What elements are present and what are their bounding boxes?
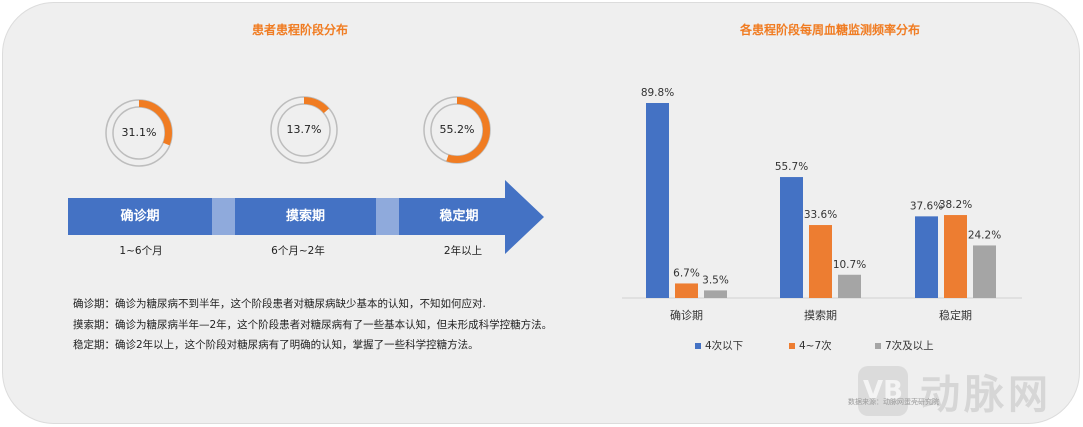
stage-connector (376, 198, 399, 235)
data-label-7plus-1: 10.7% (833, 259, 866, 271)
legend-item-7plus: 7次及以上 (875, 338, 934, 353)
data-label-under4-0: 89.8% (641, 87, 674, 99)
bar-under4-0 (646, 103, 669, 298)
donut-stable: 55.2% (421, 94, 493, 166)
stage-block-confirm (68, 198, 212, 235)
chart-title: 各患程阶段每周血糖监测频率分布 (739, 23, 920, 37)
donut-chart-explore (270, 96, 338, 164)
data-label-under4-2: 37.6% (910, 200, 943, 212)
donut-confirm: 31.1% (103, 97, 175, 169)
donut-explore: 13.7% (268, 94, 340, 166)
watermark-logo: VB (858, 366, 908, 416)
left-title: 患者患程阶段分布 (251, 23, 348, 37)
bar-7plus-0 (704, 290, 727, 298)
legend-item-under4: 4次以下 (695, 338, 743, 353)
stage-label-stable: 稳定期 (439, 209, 479, 224)
bar-under4-2 (915, 216, 938, 298)
legend-label: 7次及以上 (885, 340, 934, 352)
donut-arc-confirm (106, 100, 172, 166)
bar-4to7-0 (675, 283, 698, 298)
data-label-4to7-2: 38.2% (939, 199, 972, 211)
legend-swatch-orange (789, 342, 795, 349)
description-stable: 稳定期：确诊2年以上，这个阶段对糖尿病有了明确的认知，掌握了一些科学控糖方法。 (73, 339, 479, 351)
legend-label: 4~7次 (799, 340, 832, 352)
donut-arc-explore (271, 97, 337, 163)
category-label-1: 摸索期 (804, 308, 837, 322)
bar-7plus-2 (973, 245, 996, 298)
stage-label-explore: 摸索期 (285, 209, 325, 224)
donut-chart-stable (423, 96, 491, 164)
donut-arc-stable (424, 97, 490, 163)
category-label-2: 稳定期 (939, 308, 972, 322)
stage-arrow: 确诊期 摸索期 稳定期 (68, 180, 544, 254)
stage-arrow-shape (68, 180, 544, 254)
stage-block-stable-arrowhead (399, 180, 544, 254)
stage-connector (212, 198, 235, 235)
legend-swatch-gray (875, 342, 881, 349)
data-label-7plus-2: 24.2% (968, 229, 1001, 241)
description-explore: 摸索期：确诊为糖尿病半年—2年，这个阶段患者对糖尿病有了一些基本认知，但未形成科… (73, 319, 553, 331)
stage-block-explore (235, 198, 376, 235)
watermark-text: 动脉网 (920, 372, 1052, 418)
duration-explore: 6个月~2年 (271, 245, 325, 257)
legend-item-4to7: 4~7次 (789, 338, 832, 353)
category-label-0: 确诊期 (670, 308, 703, 322)
donut-value-explore: 13.7% (286, 123, 322, 136)
donut-value-stable: 55.2% (439, 123, 475, 136)
bar-under4-1 (780, 177, 803, 298)
donut-value-confirm: 31.1% (121, 126, 157, 139)
bar-4to7-1 (809, 225, 832, 298)
legend-swatch-blue (695, 342, 701, 349)
bar-4to7-2 (944, 215, 967, 298)
watermark: VB 动脉网 (858, 362, 1052, 420)
donut-chart-confirm (105, 99, 173, 167)
duration-confirm: 1~6个月 (119, 245, 163, 257)
data-label-7plus-0: 3.5% (702, 274, 729, 286)
source-note: 数据来源：动脉网蛋壳研究院 (848, 398, 939, 406)
duration-stable: 2年以上 (443, 245, 483, 257)
data-label-4to7-1: 33.6% (804, 209, 837, 221)
data-label-under4-1: 55.7% (775, 161, 808, 173)
description-confirm: 确诊期：确诊为糖尿病不到半年，这个阶段患者对糖尿病缺少基本的认知，不知如何应对. (73, 298, 486, 310)
stage-label-confirm: 确诊期 (120, 209, 160, 224)
data-label-4to7-0: 6.7% (673, 267, 700, 279)
bar-chart: 89.8% 6.7%3.5% 确诊期 55.7% 33.6% 10.7% 摸索期 37.6%3… (622, 87, 1022, 322)
bar-7plus-1 (838, 274, 861, 298)
legend-label: 4次以下 (705, 340, 744, 352)
